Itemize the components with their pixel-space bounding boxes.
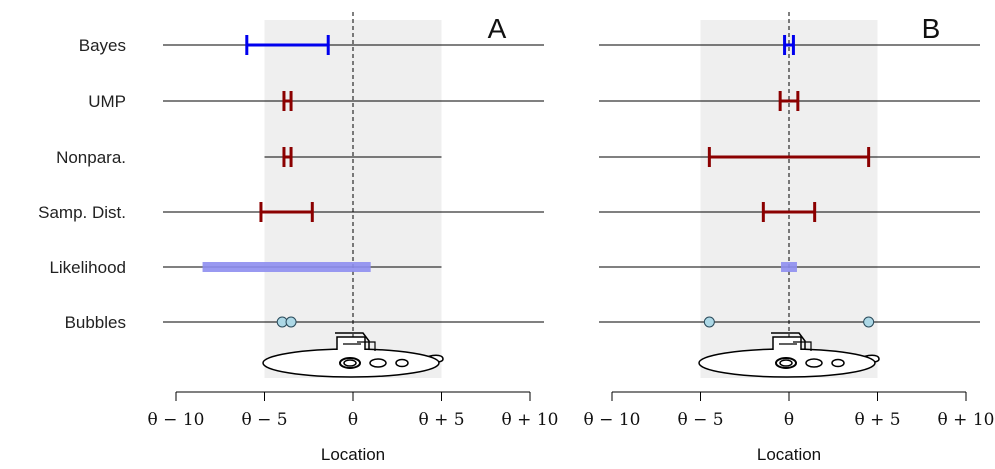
shaded-region <box>700 20 878 378</box>
x-tick-label: θ + 5 <box>418 410 464 430</box>
bubble-point <box>703 316 715 328</box>
bubble-point <box>863 316 875 328</box>
row-label: Bayes <box>79 36 126 55</box>
x-tick-label: θ + 10 <box>502 410 559 430</box>
submarine-periscope <box>771 332 806 350</box>
x-tick-label: θ − 5 <box>241 410 287 430</box>
row-label: Bubbles <box>65 313 126 332</box>
panel-a: Bayes UMP Nonpara. Samp. Dist. Likelihood Bub… <box>38 12 558 464</box>
panel-title: B <box>922 13 941 44</box>
row-label: Likelihood <box>49 258 126 277</box>
submarine-porthole <box>831 358 845 368</box>
likelihood-band <box>202 262 371 272</box>
x-tick-label: θ − 10 <box>584 410 641 430</box>
x-tick-label: θ + 5 <box>854 410 900 430</box>
likelihood-band <box>781 262 797 272</box>
submarine-porthole <box>395 358 409 368</box>
x-tick-label: θ <box>784 410 794 430</box>
submarine-porthole <box>805 358 823 368</box>
submarine-rail <box>343 341 376 351</box>
bubble-point <box>285 316 297 328</box>
submarine-porthole <box>369 358 387 368</box>
x-tick-label: θ − 10 <box>148 410 205 430</box>
x-tick-label: θ <box>348 410 358 430</box>
submarine-porthole <box>779 359 793 367</box>
row-label: UMP <box>88 92 126 111</box>
x-tick-label: θ + 10 <box>938 410 995 430</box>
panel-title: A <box>488 13 507 44</box>
row-label: Samp. Dist. <box>38 203 126 222</box>
submarine-periscope <box>335 332 370 350</box>
submarine-icon <box>698 332 880 378</box>
x-tick-label: θ − 5 <box>677 410 723 430</box>
submarine-icon <box>262 332 444 378</box>
submarine-rail <box>779 341 812 351</box>
submarine-porthole <box>343 359 357 367</box>
panel-b: Bθ − 10 θ − 5 θ θ + 5 θ + 10 Location <box>584 12 995 464</box>
x-axis-label: Location <box>321 445 385 464</box>
row-label: Nonpara. <box>56 148 126 167</box>
x-axis-label: Location <box>757 445 821 464</box>
